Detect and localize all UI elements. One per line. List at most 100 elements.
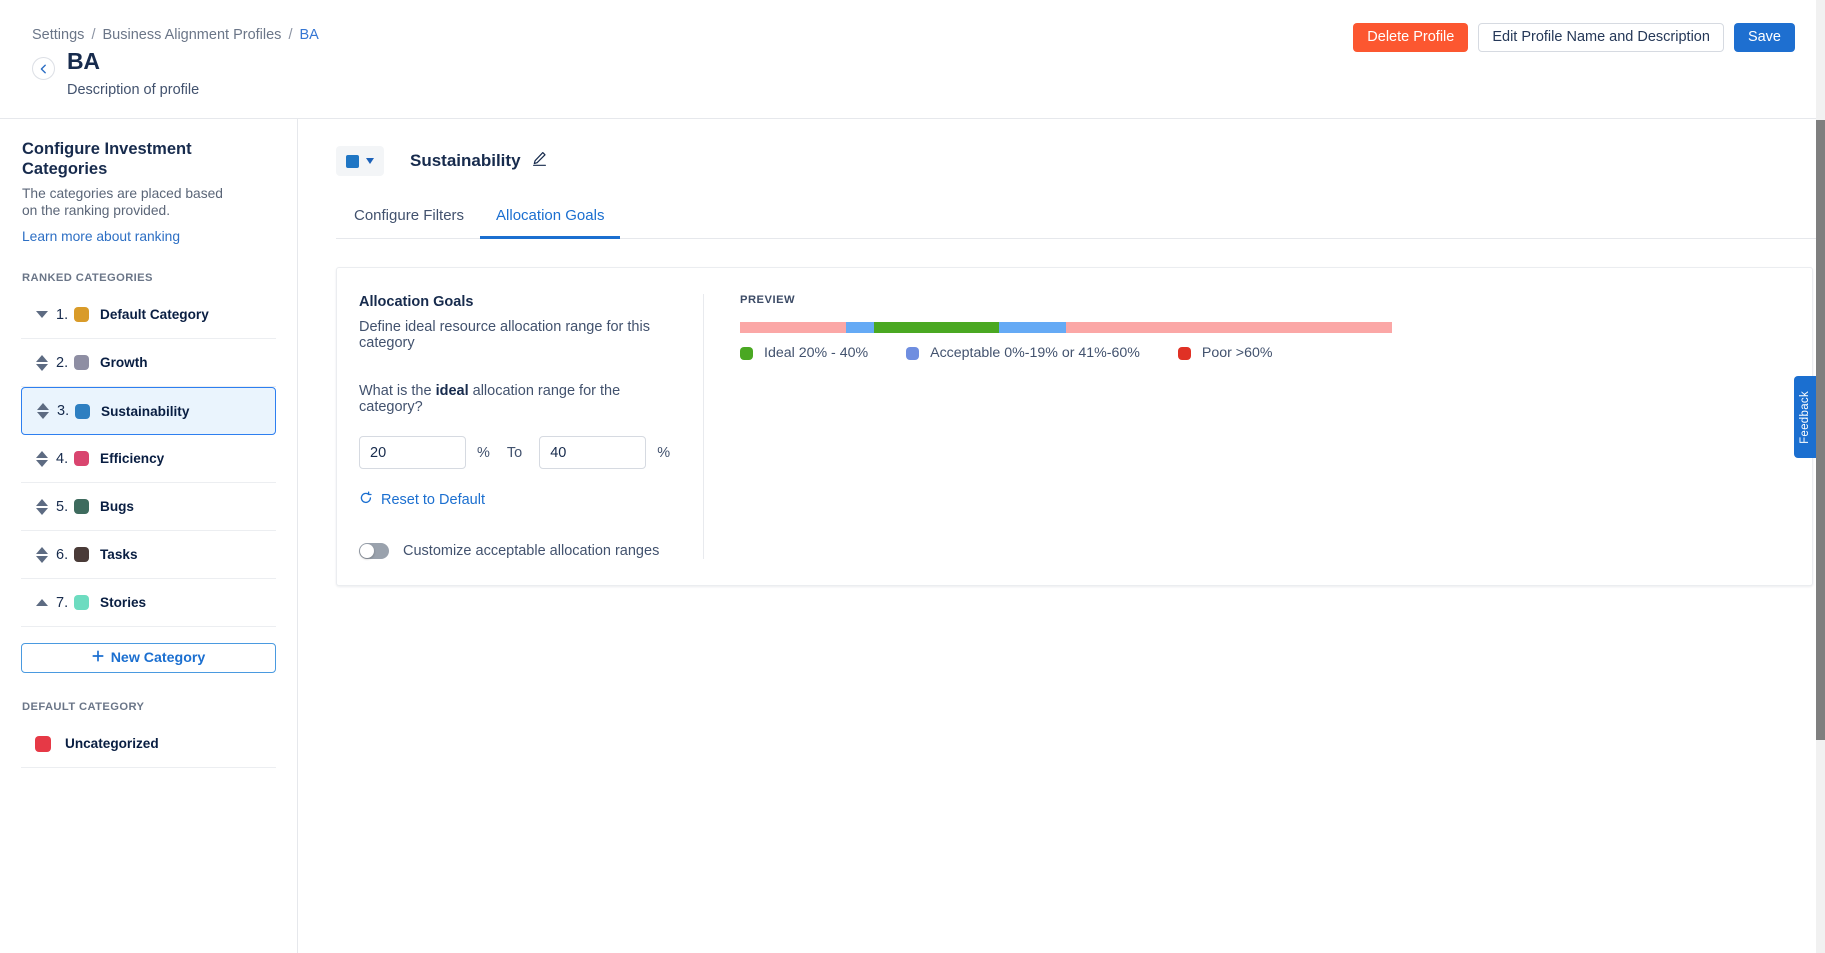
chevron-down-icon bbox=[35, 459, 48, 467]
category-color-swatch bbox=[74, 307, 89, 322]
chevron-down-icon bbox=[35, 311, 48, 318]
allocation-goals-form: Allocation Goals Define ideal resource a… bbox=[359, 294, 704, 559]
page-description: Description of profile bbox=[67, 82, 200, 98]
save-button[interactable]: Save bbox=[1733, 23, 1795, 52]
breadcrumb: Settings / Business Alignment Profiles /… bbox=[32, 27, 319, 43]
chevron-down-icon bbox=[36, 412, 49, 419]
category-name: Default Category bbox=[100, 307, 209, 322]
preview-segment-ideal bbox=[873, 322, 999, 333]
sidebar-title: Configure Investment Categories bbox=[22, 140, 192, 178]
sort-handle-both[interactable] bbox=[36, 400, 49, 422]
category-name: Stories bbox=[100, 595, 147, 610]
page-scrollbar-thumb[interactable] bbox=[1816, 120, 1825, 740]
sort-handle-down[interactable] bbox=[35, 304, 48, 326]
legend-item-acceptable: Acceptable 0%-19% or 41%-60% bbox=[906, 345, 1140, 361]
sort-handle-both[interactable] bbox=[35, 496, 48, 518]
header-actions: Delete Profile Edit Profile Name and Des… bbox=[1353, 23, 1795, 52]
sort-handle-up[interactable] bbox=[35, 592, 48, 614]
page-header: Settings / Business Alignment Profiles /… bbox=[0, 0, 1825, 119]
allocation-preview-bar bbox=[740, 322, 1392, 333]
legend-label: Acceptable 0%-19% or 41%-60% bbox=[930, 345, 1140, 361]
tab-allocation-goals[interactable]: Allocation Goals bbox=[480, 197, 621, 239]
toggle-knob bbox=[360, 544, 374, 558]
sidebar: Configure Investment Categories The cate… bbox=[0, 119, 298, 953]
sort-handle-both[interactable] bbox=[35, 352, 48, 374]
arrow-left-icon bbox=[38, 63, 50, 75]
legend-color-dot bbox=[906, 346, 920, 360]
plus-icon bbox=[92, 650, 104, 666]
title-block: BA Description of profile bbox=[67, 48, 199, 98]
category-name: Tasks bbox=[100, 547, 138, 562]
sort-handle-both[interactable] bbox=[35, 448, 48, 470]
category-name: Bugs bbox=[100, 499, 134, 514]
category-color-swatch bbox=[75, 403, 90, 419]
min-allocation-input[interactable] bbox=[359, 436, 466, 469]
category-color-swatch bbox=[74, 355, 89, 370]
toggle-label: Customize acceptable allocation ranges bbox=[403, 543, 660, 559]
breadcrumb-item-ba[interactable]: BA bbox=[299, 27, 319, 43]
range-to-label: To bbox=[506, 444, 523, 461]
learn-more-link[interactable]: Learn more about ranking bbox=[22, 229, 180, 244]
preview-segment-poor-low bbox=[740, 322, 846, 333]
category-color-swatch bbox=[35, 735, 51, 752]
customize-ranges-toggle[interactable] bbox=[359, 543, 389, 559]
breadcrumb-item-settings[interactable]: Settings bbox=[32, 27, 85, 43]
category-item-growth[interactable]: 2. Growth bbox=[21, 339, 276, 387]
feedback-label: Feedback bbox=[1799, 390, 1811, 444]
max-percent-symbol: % bbox=[657, 444, 671, 461]
category-item-tasks[interactable]: 6. Tasks bbox=[21, 531, 276, 579]
breadcrumb-item-profiles[interactable]: Business Alignment Profiles bbox=[102, 27, 282, 43]
chevron-up-icon bbox=[35, 354, 48, 362]
breadcrumb-separator: / bbox=[288, 27, 293, 43]
preview-segment-poor-high bbox=[1065, 322, 1392, 333]
chevron-up-icon bbox=[36, 403, 49, 410]
category-color-picker[interactable] bbox=[336, 146, 384, 176]
category-name: Efficiency bbox=[100, 451, 165, 466]
card-subtitle: Define ideal resource allocation range f… bbox=[359, 319, 650, 351]
pencil-icon bbox=[531, 150, 548, 172]
chevron-up-icon bbox=[35, 546, 48, 554]
page-title-row: BA Description of profile bbox=[32, 48, 199, 98]
sort-handle-both[interactable] bbox=[35, 544, 48, 566]
legend-item-poor: Poor >60% bbox=[1177, 345, 1272, 361]
legend-label: Ideal 20% - 40% bbox=[764, 345, 869, 361]
legend-color-dot bbox=[740, 346, 753, 360]
preview-segment-acceptable-high bbox=[998, 322, 1066, 333]
tab-configure-filters[interactable]: Configure Filters bbox=[354, 207, 465, 224]
min-percent-symbol: % bbox=[477, 444, 490, 461]
chevron-down-icon bbox=[35, 507, 48, 515]
category-name: Uncategorized bbox=[65, 736, 159, 751]
category-item-efficiency[interactable]: 4. Efficiency bbox=[21, 435, 276, 483]
max-allocation-input[interactable] bbox=[539, 436, 647, 469]
category-rank: 4. bbox=[56, 450, 69, 467]
category-rank: 7. bbox=[56, 594, 69, 611]
feedback-tab[interactable]: Feedback bbox=[1794, 376, 1816, 458]
tab-bar: Configure Filters Allocation Goals bbox=[336, 197, 1825, 239]
category-item-bugs[interactable]: 5. Bugs bbox=[21, 483, 276, 531]
category-rank: 3. bbox=[57, 403, 70, 419]
edit-profile-button[interactable]: Edit Profile Name and Description bbox=[1478, 23, 1724, 52]
back-button[interactable] bbox=[32, 57, 55, 80]
chevron-down-icon bbox=[35, 363, 48, 371]
category-color-swatch bbox=[74, 595, 89, 610]
delete-profile-button[interactable]: Delete Profile bbox=[1353, 23, 1469, 52]
category-title: Sustainability bbox=[410, 151, 521, 170]
category-item-sustainability[interactable]: 3. Sustainability bbox=[21, 387, 276, 435]
breadcrumb-separator: / bbox=[91, 27, 96, 43]
category-item-default-category[interactable]: 1. Default Category bbox=[21, 291, 276, 339]
page-title: BA bbox=[67, 48, 100, 74]
chevron-up-icon bbox=[35, 450, 48, 458]
category-rank: 1. bbox=[56, 306, 69, 323]
category-item-stories[interactable]: 7. Stories bbox=[21, 579, 276, 627]
category-name: Growth bbox=[100, 355, 148, 370]
chevron-up-icon bbox=[35, 599, 48, 606]
new-category-button[interactable]: New Category bbox=[21, 643, 276, 673]
chevron-down-icon bbox=[35, 555, 48, 563]
reset-to-default-button[interactable]: Reset to Default bbox=[359, 491, 485, 509]
edit-category-name-button[interactable] bbox=[531, 150, 548, 172]
customize-ranges-toggle-row[interactable]: Customize acceptable allocation ranges bbox=[359, 543, 679, 559]
ranked-categories-label: RANKED CATEGORIES bbox=[22, 272, 153, 284]
body-wrapper: Configure Investment Categories The cate… bbox=[0, 119, 1825, 953]
category-item-uncategorized[interactable]: Uncategorized bbox=[21, 720, 276, 768]
page-scrollbar-track[interactable] bbox=[1816, 0, 1825, 953]
